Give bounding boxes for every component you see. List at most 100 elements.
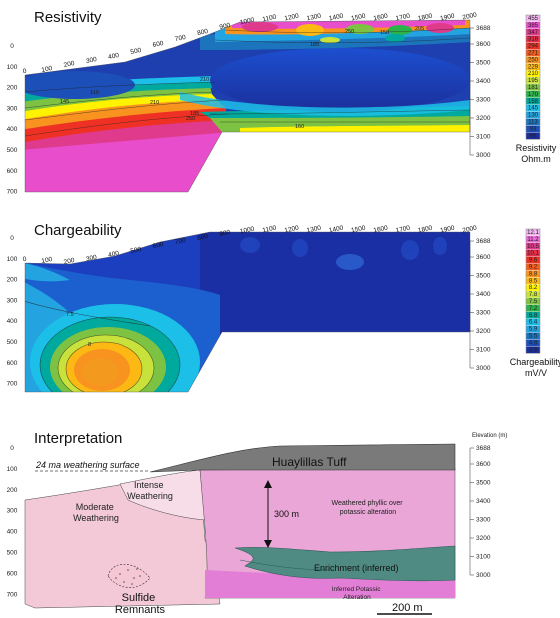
chargeability-legend-frame (525, 228, 541, 354)
distance-tick-ch: 1000 (239, 226, 255, 236)
scale-bar-label: 200 m (392, 602, 423, 614)
elevation-tick-res: 3100 (476, 134, 491, 141)
resistivity-contour-label: 185 (190, 111, 199, 117)
resistivity-legend-value: 385 (528, 23, 539, 29)
distance-tick-res: 1000 (239, 17, 255, 27)
chargeability-title: Chargeability (34, 222, 122, 239)
distance-tick-res: 800 (197, 28, 209, 37)
elevation-tick-res: 3300 (476, 97, 491, 104)
elevation-axis-title: Elevation (m) (472, 433, 507, 439)
distance-tick-res: 300 (85, 56, 97, 65)
elevation-tick-int: 3200 (476, 535, 491, 542)
distance-tick-res: 1300 (306, 13, 322, 23)
inferred-potassic-line2: Alteration (343, 594, 371, 601)
elevation-tick-int: 3400 (476, 498, 491, 505)
distance-tick-ch: 100 (41, 256, 53, 265)
resistivity-contour-label: 145 (60, 99, 69, 105)
depth-tick-res: 100 (7, 64, 18, 71)
resistivity-contour-label: 250 (345, 29, 354, 35)
chargeability-legend-value: 7.2 (529, 306, 538, 312)
resistivity-contour-label: 205 (415, 26, 424, 32)
distance-tick-ch: 600 (152, 241, 164, 250)
distance-tick-ch: 900 (219, 229, 231, 238)
elevation-tick-ch: 3000 (476, 365, 491, 372)
resistivity-legend-value: 113 (528, 120, 538, 126)
sulfide-line1: Sulfide (122, 592, 156, 604)
thickness-label: 300 m (274, 509, 299, 519)
distance-tick-ch: 2000 (462, 225, 478, 235)
distance-tick-res: 700 (174, 34, 186, 43)
resistivity-legend-value: 130 (528, 113, 539, 119)
distance-tick-ch: 1500 (351, 225, 367, 235)
depth-tick-ch: 600 (7, 360, 18, 367)
intense-weathering-line1: Intense (134, 480, 164, 490)
depth-tick-res: 600 (7, 168, 18, 175)
chargeability-legend-value: 5.5 (529, 334, 538, 340)
depth-tick-ch: 100 (7, 256, 18, 263)
resistivity-legend-frame (525, 14, 541, 140)
depth-tick-res: 500 (7, 147, 18, 154)
chargeability-legend-value: 9.2 (529, 265, 538, 271)
weathered-phyllic-label: Weathered phyllic over potassic alterati… (331, 500, 404, 516)
intense-weathering-label: Intense Weathering (127, 480, 173, 501)
distance-tick-res: 1600 (373, 13, 389, 23)
resistivity-legend-value: 170 (528, 92, 539, 98)
elevation-tick-res: 3600 (476, 41, 491, 48)
inferred-potassic-label: Inferred Potassic Alteration (332, 586, 383, 601)
chargeability-contour-label: 7.5 (66, 312, 74, 318)
resistivity-legend-value: 210 (528, 71, 539, 77)
distance-tick-res: 1400 (328, 13, 344, 23)
distance-tick-ch: 500 (130, 246, 142, 255)
distance-tick-res: 1700 (395, 13, 411, 23)
elevation-tick-res: 3500 (476, 60, 491, 67)
intense-weathering-line2: Weathering (127, 491, 173, 501)
distance-tick-res: 1800 (417, 13, 433, 23)
depth-tick-ch: 300 (7, 297, 18, 304)
resistivity-contour-label: 210 (200, 77, 209, 83)
depth-tick-int: 100 (7, 466, 18, 473)
elevation-tick-res: 3400 (476, 78, 491, 85)
elevation-tick-ch: 3100 (476, 347, 491, 354)
elevation-tick-ch: 3400 (476, 291, 491, 298)
resistivity-contour-label: 250 (186, 116, 195, 122)
distance-tick-ch: 400 (108, 250, 120, 259)
resistivity-contour-label: 210 (150, 100, 159, 106)
weathering-surface-label: 24 ma weathering surface (35, 460, 140, 470)
moderate-weathering-line2: Weathering (73, 513, 119, 523)
chargeability-legend-value: 11.2 (527, 237, 539, 243)
distance-tick-ch: 1900 (440, 225, 456, 235)
elevation-tick-int: 3100 (476, 554, 491, 561)
chargeability-legend-value: 7.5 (529, 299, 538, 305)
distance-tick-ch: 1300 (306, 225, 322, 235)
depth-tick-res: 400 (7, 126, 18, 133)
resistivity-legend-value: 318 (528, 37, 539, 43)
depth-tick-int: 300 (7, 508, 18, 515)
distance-tick-res: 900 (219, 22, 231, 31)
distance-tick-ch: 1700 (395, 225, 411, 235)
depth-tick-ch: 0 (10, 235, 14, 242)
chargeability-legend-value: 10.1 (527, 251, 539, 257)
distance-tick-res: 1200 (284, 13, 300, 23)
distance-tick-res: 500 (130, 47, 142, 56)
resistivity-legend-value: 145 (528, 106, 539, 112)
distance-tick-res: 1900 (440, 13, 456, 23)
chargeability-legend-title: Chargeability (510, 357, 560, 367)
resistivity-contour-label: 110 (90, 90, 99, 96)
distance-tick-res: 400 (108, 52, 120, 61)
chargeability-legend-value: 4.8 (529, 340, 538, 346)
resistivity-contour-label: 160 (295, 124, 304, 130)
distance-tick-ch: 1100 (262, 225, 278, 235)
elevation-tick-int: 3688 (476, 445, 491, 452)
elevation-tick-ch: 3600 (476, 254, 491, 261)
chargeability-legend-value: 3.9 (529, 347, 538, 353)
depth-tick-int: 600 (7, 570, 18, 577)
distance-tick-res: 200 (63, 60, 75, 69)
depth-tick-int: 700 (7, 591, 18, 598)
moderate-weathering-label: Moderate Weathering (73, 502, 119, 523)
chargeability-legend-value: 5.9 (529, 327, 538, 333)
elevation-tick-ch: 3300 (476, 310, 491, 317)
distance-tick-ch: 0 (22, 256, 27, 264)
depth-tick-ch: 400 (7, 318, 18, 325)
distance-tick-ch: 700 (174, 237, 186, 246)
chargeability-legend-value: 8.8 (529, 271, 538, 277)
